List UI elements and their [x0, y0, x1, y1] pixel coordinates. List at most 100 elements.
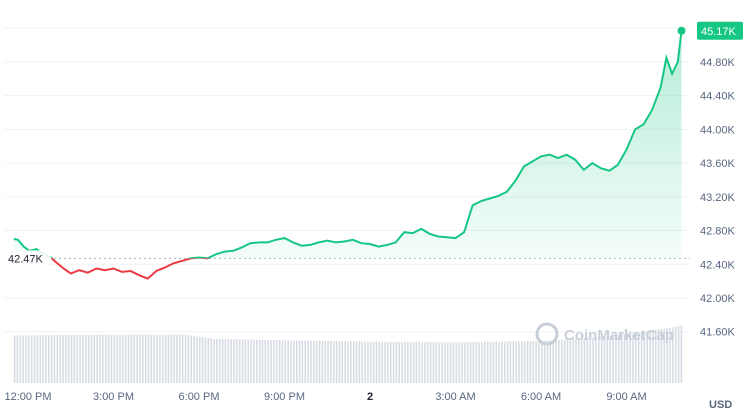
volume-bar: [42, 335, 44, 383]
x-tick-label: 6:00 PM: [179, 391, 220, 403]
volume-bar: [230, 339, 232, 383]
volume-bar: [521, 341, 523, 383]
volume-bar: [313, 340, 315, 383]
volume-bar: [301, 340, 304, 383]
volume-bar: [210, 338, 212, 383]
volume-bar: [600, 336, 603, 383]
volume-bar: [589, 337, 592, 383]
volume-bar: [617, 334, 620, 383]
volume-bar: [598, 336, 600, 383]
volume-bar: [136, 334, 138, 383]
volume-bar: [398, 341, 401, 383]
volume-bar: [506, 341, 509, 383]
volume-bar: [321, 340, 324, 383]
volume-bar: [304, 340, 307, 383]
volume-bar: [466, 342, 469, 383]
volume-bar: [130, 334, 133, 383]
volume-bar: [609, 335, 611, 383]
last-price-badge: 45.17K: [697, 21, 743, 40]
currency-label: USD: [709, 399, 732, 411]
volume-bar: [392, 341, 395, 383]
volume-bar: [424, 342, 426, 383]
volume-bar: [660, 329, 663, 383]
volume-bar: [515, 341, 517, 383]
volume-bar: [224, 339, 227, 383]
volume-bar: [13, 335, 16, 383]
volume-bar: [16, 335, 19, 383]
volume-bar: [45, 335, 47, 383]
x-tick-label: 12:00 PM: [4, 391, 51, 403]
volume-bar: [284, 340, 287, 383]
volume-bar: [298, 340, 301, 383]
volume-bar: [144, 334, 147, 383]
volume-bar: [427, 342, 429, 383]
volume-bar: [307, 340, 309, 383]
volume-bar: [33, 335, 36, 383]
volume-bar: [176, 334, 178, 383]
volume-bar: [233, 339, 235, 383]
volume-bar: [626, 334, 629, 383]
volume-bar: [649, 331, 651, 383]
volume-bar: [381, 341, 383, 383]
volume-bar: [486, 341, 489, 383]
volume-bar: [244, 339, 247, 383]
volume-bar: [278, 340, 281, 383]
volume-bar: [347, 341, 349, 383]
volume-bar: [156, 334, 158, 383]
volume-bar: [159, 334, 161, 383]
volume-bar: [124, 334, 127, 383]
volume-bar: [181, 334, 184, 383]
volume-bar: [113, 334, 116, 383]
volume-bar: [606, 335, 609, 383]
volume-bar: [104, 334, 107, 383]
volume-bar: [620, 334, 623, 383]
baseline-label: 42.47K: [3, 250, 51, 268]
volume-bar: [552, 340, 554, 383]
volume-bar: [227, 339, 230, 383]
volume-bar: [458, 342, 460, 383]
volume-bar: [273, 340, 275, 383]
volume-bar: [261, 339, 264, 383]
last-price-badge-box: [697, 21, 743, 40]
volume-bar: [432, 342, 435, 383]
volume-bar: [509, 341, 512, 383]
price-line-above-baseline: [13, 30, 683, 259]
volume-bar: [161, 334, 164, 383]
volume-bar: [119, 334, 121, 383]
volume-bar: [395, 341, 398, 383]
volume-bar: [572, 338, 574, 383]
volume-bar: [578, 338, 580, 383]
volume-bar: [338, 341, 341, 383]
volume-bar: [523, 341, 526, 383]
volume-bar: [315, 340, 318, 383]
volume-bar: [318, 340, 321, 383]
volume-bar: [236, 339, 238, 383]
volume-bar: [256, 339, 258, 383]
volume-bar: [429, 342, 432, 383]
volume-bar: [221, 339, 224, 383]
volume-bar: [583, 337, 586, 383]
volume-bar: [378, 341, 381, 383]
volume-bar: [375, 341, 378, 383]
volume-bar: [580, 338, 583, 383]
volume-bar: [367, 341, 369, 383]
volume-bar: [47, 335, 50, 383]
volume-bar: [56, 335, 59, 383]
volume-bar: [643, 332, 646, 383]
volume-bar: [586, 337, 589, 383]
volume-bar: [657, 329, 660, 383]
volume-bar: [612, 335, 614, 383]
volume-bar: [350, 341, 352, 383]
volume-bar: [538, 341, 540, 383]
volume-bar: [352, 341, 355, 383]
volume-bar: [122, 334, 124, 383]
volume-bar: [79, 334, 81, 383]
volume-bar: [566, 339, 569, 383]
x-tick-label: 6:00 AM: [521, 391, 561, 403]
volume-bar: [67, 335, 70, 383]
volume-bar: [281, 340, 284, 383]
volume-bar: [170, 334, 173, 383]
volume-bar: [444, 342, 446, 383]
volume-bar: [187, 335, 190, 383]
